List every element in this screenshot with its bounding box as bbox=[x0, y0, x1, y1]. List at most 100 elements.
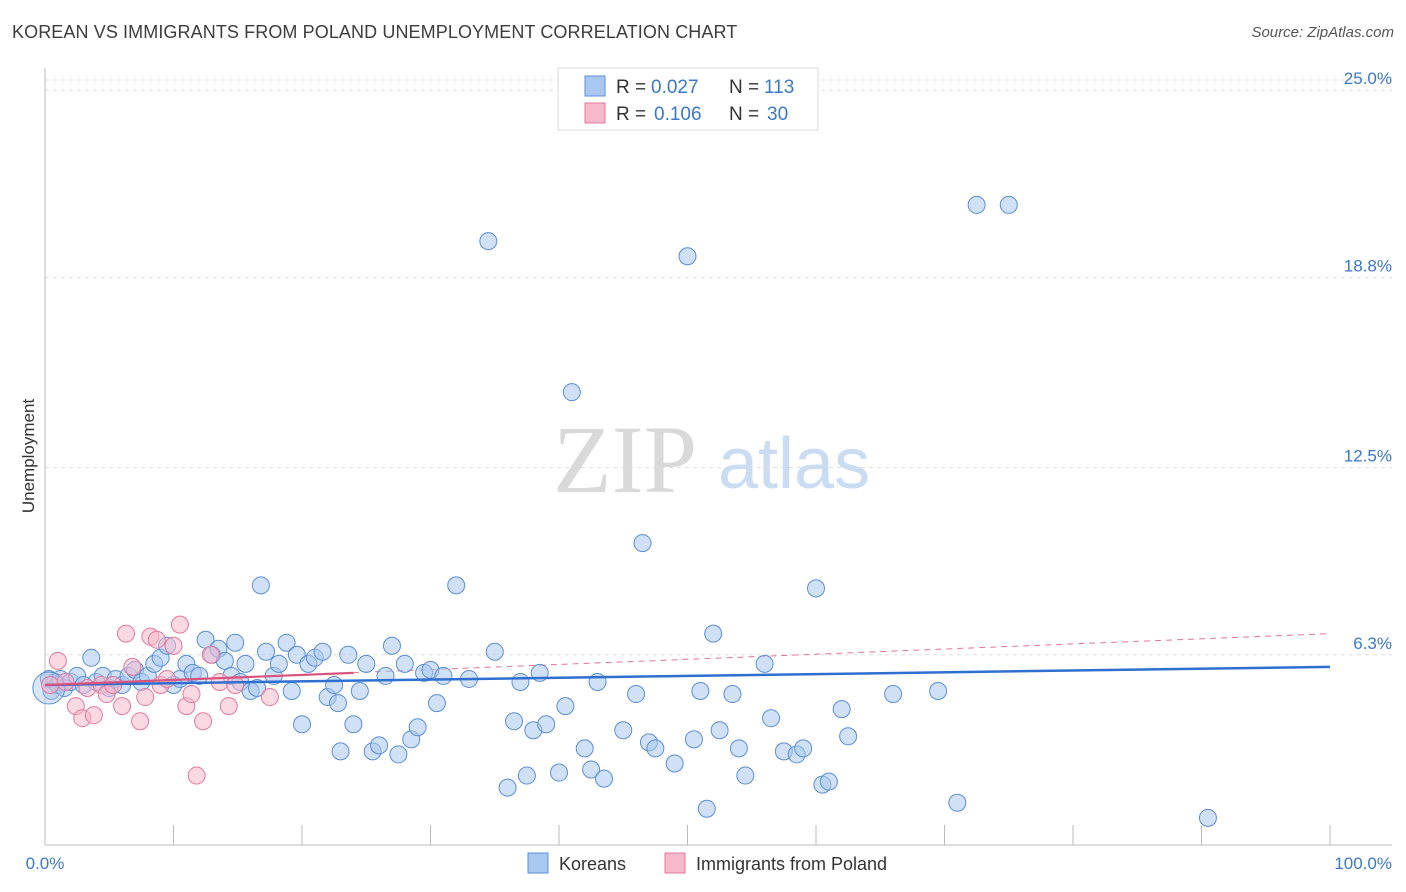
poland-point-16 bbox=[147, 630, 166, 649]
watermark-zip: ZIP bbox=[553, 406, 697, 513]
legend-r-value-2: 0.106 bbox=[654, 104, 702, 125]
koreans-point-67 bbox=[434, 666, 453, 685]
poland-point-22 bbox=[182, 685, 201, 704]
watermark-atlas: atlas bbox=[718, 424, 870, 504]
koreans-point-75 bbox=[517, 766, 536, 785]
koreans-point-86 bbox=[614, 721, 633, 740]
koreans-point-97 bbox=[710, 721, 729, 740]
koreans-point-57 bbox=[370, 736, 389, 755]
koreans-point-85 bbox=[594, 769, 613, 788]
legend-n-value-2: 30 bbox=[767, 104, 788, 125]
bottom-swatch-koreans bbox=[527, 852, 549, 874]
koreans-trend-line bbox=[44, 665, 1331, 687]
koreans-point-73 bbox=[505, 712, 524, 731]
y-tick-labels: 6.3% 12.5% 18.8% 25.0% bbox=[1344, 69, 1392, 653]
poland-point-14 bbox=[136, 688, 155, 707]
koreans-point-44 bbox=[293, 715, 311, 734]
stats-legend: R = 0.027 N = 113 R = 0.106 N = 30 bbox=[557, 67, 819, 131]
koreans-point-36 bbox=[248, 679, 267, 697]
koreans-point-92 bbox=[678, 247, 697, 266]
koreans-point-50 bbox=[328, 694, 347, 713]
koreans-point-95 bbox=[697, 799, 716, 818]
koreans-point-83 bbox=[582, 760, 601, 779]
koreans-point-88 bbox=[633, 534, 652, 553]
koreans-point-68 bbox=[447, 576, 466, 595]
koreans-point-91 bbox=[665, 754, 684, 773]
gridlines bbox=[45, 79, 1392, 656]
koreans-point-108 bbox=[819, 772, 838, 791]
poland-point-13 bbox=[131, 712, 150, 731]
y-tick-label-0: 6.3% bbox=[1353, 634, 1392, 653]
legend-n-label-1: N = bbox=[729, 77, 759, 98]
poland-point-20 bbox=[170, 615, 189, 634]
koreans-point-51 bbox=[331, 742, 350, 761]
koreans-point-34 bbox=[236, 654, 255, 673]
y-tick-label-1: 12.5% bbox=[1344, 447, 1392, 466]
poland-point-28 bbox=[226, 675, 245, 694]
source-label: Source: ZipAtlas.com bbox=[1251, 24, 1394, 41]
koreans-point-71 bbox=[485, 642, 504, 661]
koreans-point-82 bbox=[575, 739, 594, 758]
koreans-point-38 bbox=[257, 642, 276, 661]
koreans-point-60 bbox=[389, 745, 408, 764]
koreans-point-93 bbox=[684, 730, 703, 749]
koreans-point-106 bbox=[807, 579, 825, 598]
koreans-point-96 bbox=[704, 624, 723, 643]
koreans-point-114 bbox=[999, 195, 1018, 214]
koreans-trend bbox=[44, 665, 1331, 687]
legend-n-value-1: 113 bbox=[764, 77, 794, 98]
bottom-legend-poland: Immigrants from Poland bbox=[696, 854, 887, 874]
koreans-point-90 bbox=[646, 739, 665, 758]
koreans-point-32 bbox=[226, 633, 245, 652]
koreans-point-111 bbox=[884, 685, 903, 704]
koreans-point-59 bbox=[382, 636, 401, 655]
y-tick-label-3: 25.0% bbox=[1344, 69, 1392, 88]
legend-r-label-1: R = bbox=[616, 77, 646, 98]
koreans-point-63 bbox=[408, 718, 427, 737]
koreans-point-42 bbox=[282, 682, 301, 701]
koreans-point-9 bbox=[82, 648, 101, 667]
koreans-point-80 bbox=[556, 697, 575, 716]
y-axis-label: Unemployment bbox=[19, 399, 38, 514]
poland-point-19 bbox=[164, 636, 183, 655]
poland-point-23 bbox=[187, 766, 206, 785]
koreans-point-66 bbox=[427, 694, 446, 713]
koreans-point-54 bbox=[350, 682, 369, 701]
koreans-point-74 bbox=[511, 672, 530, 691]
poland-point-10 bbox=[113, 697, 132, 716]
series-legend: Koreans Immigrants from Poland bbox=[527, 852, 887, 874]
x-tick-label-1: 100.0% bbox=[1334, 854, 1392, 873]
koreans-point-79 bbox=[550, 763, 568, 782]
koreans-point-49 bbox=[325, 675, 344, 694]
legend-r-value-1: 0.027 bbox=[651, 77, 699, 98]
y-tick-label-2: 18.8% bbox=[1344, 256, 1392, 275]
bottom-legend-koreans: Koreans bbox=[559, 854, 626, 874]
koreans-point-94 bbox=[691, 682, 710, 701]
x-tick-labels: 0.0% 100.0% bbox=[26, 854, 1392, 873]
koreans-point-116 bbox=[929, 682, 948, 701]
koreans-point-102 bbox=[762, 709, 781, 728]
axes bbox=[44, 68, 1392, 846]
legend-swatch-koreans bbox=[584, 75, 606, 97]
koreans-point-72 bbox=[498, 778, 517, 797]
legend-n-label-2: N = bbox=[729, 104, 759, 125]
koreans-point-78 bbox=[537, 715, 556, 734]
koreans-point-100 bbox=[736, 766, 755, 785]
poland-point-2 bbox=[56, 672, 75, 691]
koreans-point-41 bbox=[277, 633, 296, 652]
poland-point-29 bbox=[260, 688, 279, 707]
koreans-point-87 bbox=[627, 685, 646, 704]
koreans-point-115 bbox=[1198, 808, 1217, 827]
koreans-point-99 bbox=[729, 739, 748, 758]
legend-r-label-2: R = bbox=[616, 104, 646, 125]
koreans-point-61 bbox=[395, 654, 414, 673]
poland-trend-line bbox=[44, 671, 354, 687]
poland-trend bbox=[44, 671, 354, 687]
koreans-point-58 bbox=[376, 666, 395, 685]
koreans-point-55 bbox=[357, 654, 376, 673]
chart-title: KOREAN VS IMMIGRANTS FROM POLAND UNEMPLO… bbox=[12, 22, 738, 42]
koreans-point-81 bbox=[562, 383, 581, 402]
koreans-point-37 bbox=[251, 576, 270, 595]
poland-point-12 bbox=[123, 657, 142, 676]
